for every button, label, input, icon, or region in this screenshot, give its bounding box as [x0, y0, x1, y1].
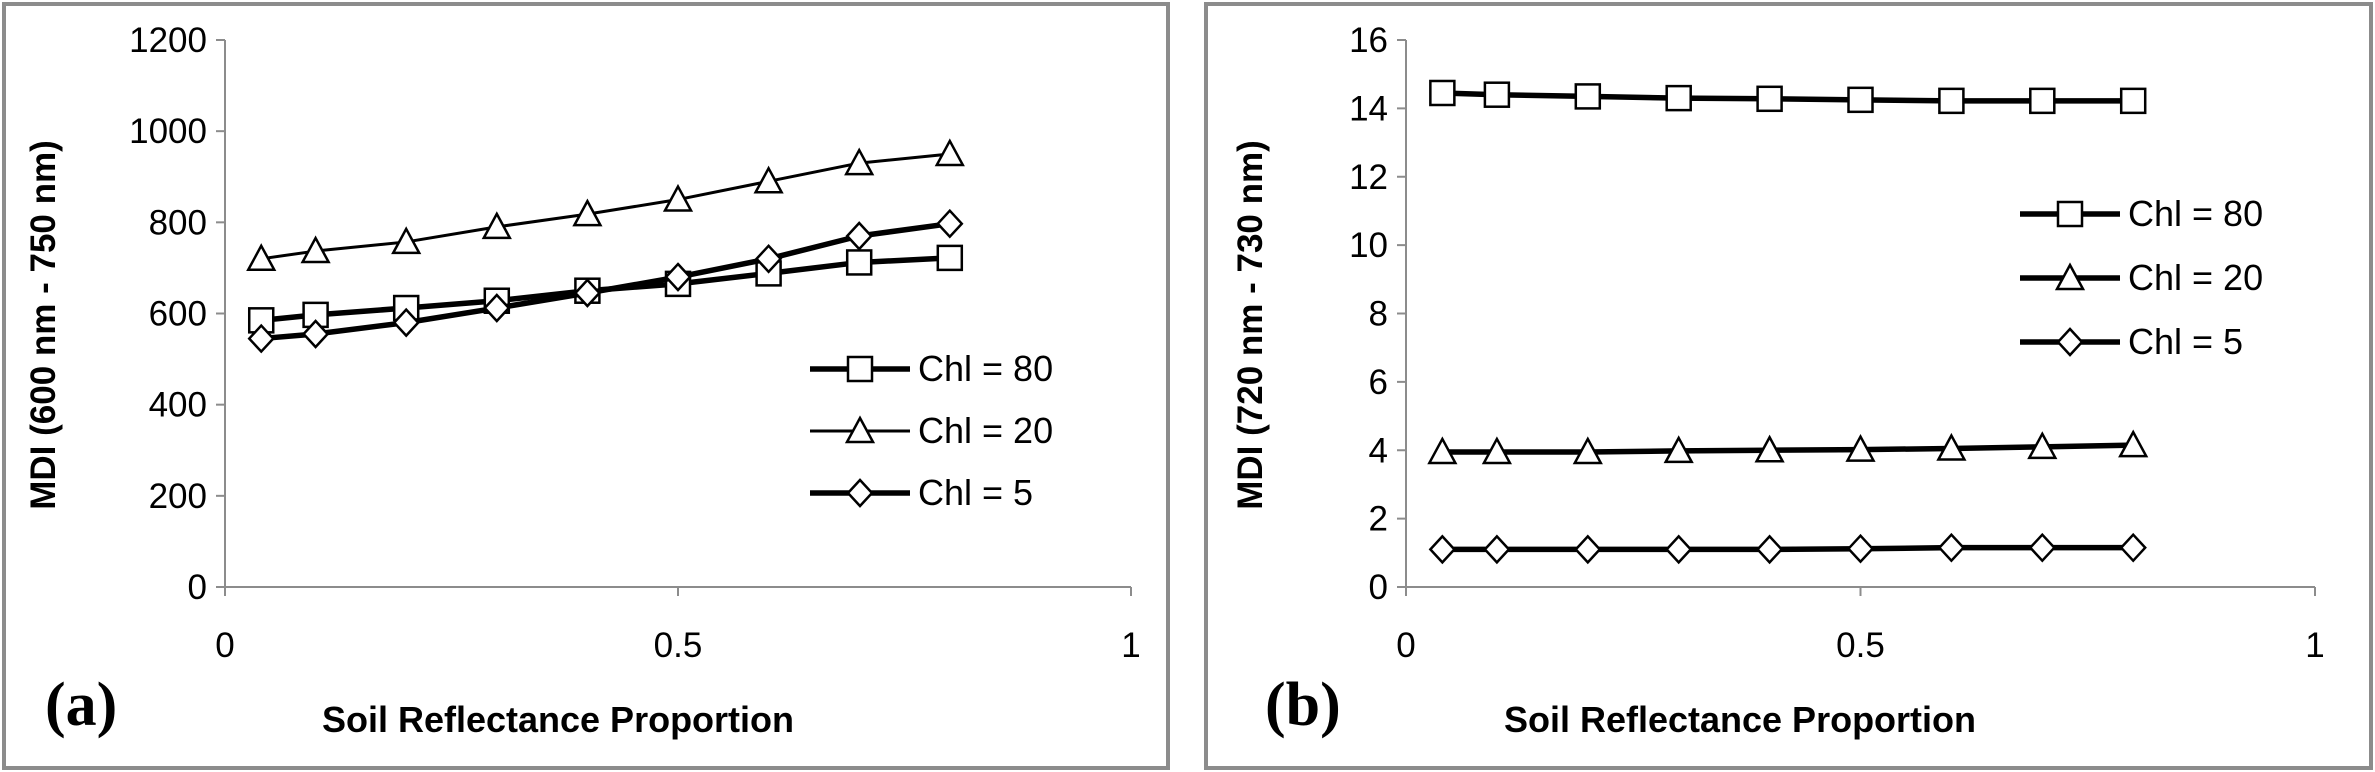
panel-b-point-triangle	[1481, 436, 1512, 465]
panel-a-point-triangle	[753, 165, 784, 194]
panel-b-point-triangle	[1572, 436, 1603, 465]
panel-a-point-triangle	[246, 243, 277, 272]
panel-b-y-tick-label: 14	[1349, 89, 1388, 128]
panel-b-point-square	[1847, 86, 1874, 114]
panel-a-legend-label: Chl = 80	[918, 348, 1053, 389]
panel-b-point-square	[1574, 83, 1602, 110]
panel-b-point-triangle	[1663, 435, 1694, 464]
panel-b-legend-label: Chl = 5	[2128, 321, 2243, 362]
panel-a-point-triangle	[662, 183, 694, 212]
panel-a-point-triangle	[481, 211, 512, 240]
panel-b-axes: 0 2 4 6 8 10 12 14 16 0 0.5 1	[1349, 21, 2325, 665]
panel-b-point-diamond	[1428, 534, 1457, 565]
panel-b-y-axis-title: MDI (720 nm - 730 nm)	[1231, 140, 1270, 510]
panel-a-x-tick-label: 0.5	[654, 626, 703, 665]
panel-a-point-square	[845, 249, 873, 276]
panel-a-legend-marker-diamond	[846, 478, 874, 508]
panel-a-point-diamond	[392, 307, 420, 338]
panel-b-series	[1427, 79, 2149, 565]
panel-a-y-axis-title: MDI (600 nm - 750 nm)	[24, 140, 63, 510]
panel-b-point-square	[1756, 85, 1783, 113]
panel-a-frame	[2, 2, 1170, 770]
panel-a-point-triangle	[391, 226, 422, 255]
panel-b-point-triangle	[1845, 433, 1876, 462]
panel-b-point-square	[1429, 79, 1456, 107]
panel-b-point-triangle	[1427, 436, 1458, 465]
panel-a-point-triangle	[934, 138, 965, 167]
panel-a-y-tick-label: 600	[149, 295, 207, 334]
panel-b-point-diamond	[1937, 532, 1966, 563]
panel-b-point-diamond	[1755, 534, 1784, 565]
panel-b-point-square	[1483, 81, 1511, 108]
panel-b-y-tick-label: 4	[1369, 431, 1388, 470]
panel-b-x-tick-label: 0.5	[1836, 626, 1885, 665]
panel-b-legend-label: Chl = 80	[2128, 193, 2263, 234]
panel-a-y-tick-label: 400	[149, 386, 207, 425]
panel-a-point-diamond	[664, 262, 692, 292]
panel-a-axes: 0 200 400 600 800 1000 1200 0 0.5 1	[129, 21, 1141, 665]
panel-a-point-triangle	[572, 198, 603, 227]
panel-a-y-tick-label: 800	[149, 203, 207, 242]
panel-b-point-triangle	[2118, 429, 2149, 458]
panel-a-legend-marker-triangle	[844, 415, 876, 444]
panel-b-point-square	[2119, 87, 2147, 115]
panel-b-point-diamond	[2028, 532, 2057, 563]
panel-b-legend-marker-square	[2056, 200, 2084, 228]
panel-a-point-diamond	[301, 319, 330, 349]
panel-a-y-tick-label: 1000	[129, 112, 207, 151]
panel-b-point-triangle	[2027, 431, 2058, 460]
panel-b-legend: Chl = 80 Chl = 20 Chl = 5	[2020, 193, 2263, 362]
panel-a-y-tick-label: 200	[149, 477, 207, 516]
panel-a-point-diamond	[247, 323, 275, 354]
panel-b-x-axis-title: Soil Reflectance Proportion	[1504, 699, 1976, 740]
panel-a-x-tick-label: 0	[215, 626, 234, 665]
panel-a-point-triangle	[844, 147, 875, 176]
panel-a-legend-label: Chl = 5	[918, 472, 1033, 513]
panel-a-legend: Chl = 80 Chl = 20 Chl = 5	[810, 348, 1053, 513]
panel-b-point-triangle	[1754, 434, 1785, 463]
panel-b-legend-marker-diamond	[2056, 327, 2084, 357]
panel-a-x-axis-title: Soil Reflectance Proportion	[322, 699, 794, 740]
panel-b-y-tick-label: 8	[1369, 295, 1388, 334]
panel-b-y-tick-label: 6	[1369, 363, 1388, 402]
panel-a-point-diamond	[754, 243, 783, 274]
panel-a-point-diamond	[483, 293, 511, 323]
panel-a-x-tick-label: 1	[1121, 626, 1140, 665]
panel-b-frame	[1204, 2, 2373, 770]
panel-b-legend-marker-triangle	[2054, 262, 2086, 291]
panel-b-x-tick-label: 0	[1396, 626, 1415, 665]
panel-a-y-tick-label: 0	[188, 568, 207, 607]
panel-b-point-diamond	[1846, 533, 1875, 564]
panel-b-point-diamond	[1483, 534, 1511, 565]
panel-b-label: (b)	[1265, 671, 1341, 739]
panel-a-legend-label: Chl = 20	[918, 410, 1053, 451]
panel-b-point-diamond	[2119, 532, 2147, 563]
panel-b-point-square	[2029, 87, 2056, 115]
panel-b-legend-label: Chl = 20	[2128, 257, 2263, 298]
panel-a-point-square	[936, 244, 964, 272]
panel-b-point-square	[1665, 84, 1692, 112]
panel-b-y-tick-label: 2	[1369, 500, 1388, 539]
panel-b-x-tick-label: 1	[2305, 626, 2324, 665]
panel-a-label: (a)	[45, 671, 117, 739]
panel-a-series	[246, 138, 965, 354]
panel-b-point-triangle	[1936, 432, 1967, 461]
panel-b-point-diamond	[1574, 534, 1602, 565]
panel-b-point-square	[1938, 87, 1965, 115]
panel-a-legend-marker-square	[846, 355, 874, 383]
panel-a-point-diamond	[936, 208, 964, 239]
panel-b-y-tick-label: 10	[1349, 226, 1388, 265]
panel-a-point-diamond	[573, 278, 602, 308]
panel-b-y-tick-label: 12	[1349, 158, 1388, 197]
panel-b-point-diamond	[1664, 534, 1693, 565]
panel-a-point-triangle	[300, 235, 331, 264]
panel-a-point-diamond	[845, 221, 873, 251]
panel-b-y-tick-label: 16	[1349, 21, 1388, 60]
panel-b-y-tick-label: 0	[1369, 568, 1388, 607]
panel-a-y-tick-label: 1200	[129, 21, 207, 60]
